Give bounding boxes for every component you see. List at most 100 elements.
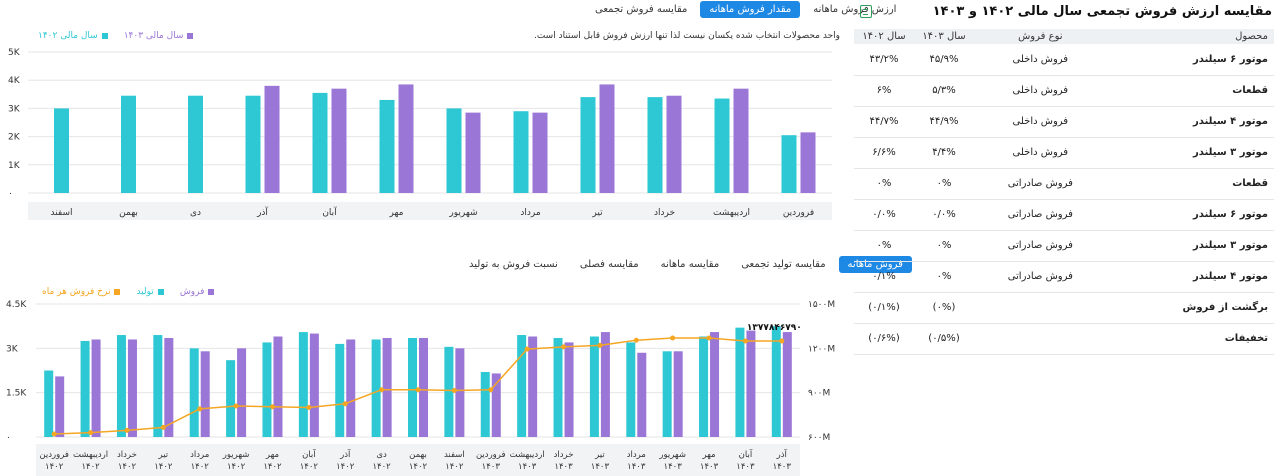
tab-top_tabs-1[interactable]: مقدار فروش ماهانه [700, 1, 801, 18]
x-tick-label-year: ۱۴۰۲ [154, 462, 173, 472]
bar-1402 [121, 95, 136, 193]
cell-product: موتور ۶ سیلندر [1106, 199, 1274, 231]
table-row: موتور ۶ سیلندر فروش صادراتی ۰/۰% ۰/۰% [854, 199, 1274, 231]
x-tick-label-year: ۱۴۰۳ [700, 462, 719, 472]
legend-item[interactable]: فروش [180, 287, 215, 297]
cell-y1403: ۵/۳% [914, 75, 974, 107]
cell-y1402: ۶/۶% [854, 137, 914, 169]
bar-sales [637, 352, 647, 437]
legend-label: تولید [136, 287, 154, 297]
cell-type [974, 292, 1107, 324]
cell-y1402: ۴۴/۷% [854, 106, 914, 138]
tab-bottom_tabs-3[interactable]: مقایسه فصلی [579, 259, 639, 270]
cell-y1403: ۰% [914, 261, 974, 293]
bar-1403 [465, 112, 481, 193]
y-tick-label: 2K [8, 133, 21, 143]
sales-rate-point [779, 338, 785, 344]
bar-1402 [188, 95, 203, 193]
y-tick-label-right: ۹۰۰M [808, 389, 830, 399]
header-1402: سال ۱۴۰۲ [854, 29, 914, 44]
bar-production [116, 335, 126, 437]
x-tick-label: آذر [256, 206, 268, 218]
cell-y1403: ۴۴/۹% [914, 106, 974, 138]
x-tick-label-year: ۱۴۰۳ [554, 462, 573, 472]
legend-swatch [208, 289, 215, 295]
x-tick-label: دی [190, 208, 201, 218]
bar-production [189, 348, 199, 437]
x-tick-label-year: ۱۴۰۲ [227, 462, 246, 472]
cell-product: موتور ۴ سیلندر [1106, 261, 1274, 293]
tab-bottom_tabs-2[interactable]: مقایسه ماهانه [660, 259, 720, 270]
bar-sales [200, 351, 210, 437]
legend-label: نرخ فروش هر ماه [42, 287, 111, 297]
panel-title: مقایسه ارزش فروش تجمعی سال مالی ۱۴۰۲ و ۱… [932, 4, 1272, 19]
bar-sales [491, 373, 501, 437]
cell-y1403: (۰/۵%) [914, 323, 974, 355]
bar-1402 [580, 97, 596, 193]
x-tick-label-month: بهمن [409, 450, 427, 460]
x-tick-label-month: مهر [265, 450, 279, 460]
legend-item[interactable]: تولید [136, 287, 164, 297]
legend-item[interactable]: نرخ فروش هر ماه [42, 287, 121, 297]
bar-sales [237, 348, 247, 437]
bar-production [371, 339, 381, 437]
bar-1402 [312, 92, 328, 193]
bar-sales [419, 337, 428, 437]
bar-sales [346, 339, 356, 437]
sales-rate-point [124, 427, 130, 433]
x-tick-label: بهمن [119, 208, 138, 218]
bar-1402 [647, 97, 663, 193]
x-tick-label-month: اردیبهشت [73, 450, 108, 460]
bar-1402 [379, 99, 395, 193]
cumulative-sales-table: محصول نوع فروش سال ۱۴۰۳ سال ۱۴۰۲ موتور ۶… [854, 29, 1274, 355]
x-tick-label: مهر [389, 208, 404, 218]
bar-production [262, 342, 272, 437]
x-tick-label-year: ۱۴۰۳ [482, 462, 501, 472]
bar-sales [710, 332, 720, 437]
legend-item[interactable]: سال مالی ۱۴۰۲ [38, 31, 108, 41]
bar-production [553, 337, 563, 437]
table-row: برگشت از فروش (۰%) (۰/۱%) [854, 292, 1274, 324]
x-tick-label-month: تیر [158, 450, 169, 460]
bar-sales [564, 342, 574, 437]
bar-1402 [714, 98, 730, 193]
table-row: قطعات فروش داخلی ۵/۳% ۶% [854, 75, 1274, 107]
table-row: موتور ۶ سیلندر فروش داخلی ۴۵/۹% ۴۳/۲% [854, 44, 1274, 76]
tab-top_tabs-0[interactable]: ارزش فروش ماهانه [813, 4, 897, 15]
excel-export-icon[interactable] [860, 5, 872, 18]
y-tick-label: 4K [8, 76, 21, 86]
table-header-row: محصول نوع فروش سال ۱۴۰۳ سال ۱۴۰۲ [854, 29, 1274, 44]
x-tick-label-year: ۱۴۰۳ [627, 462, 646, 472]
cell-product: تخفیفات [1106, 323, 1274, 355]
header-type: نوع فروش [974, 29, 1107, 44]
legend-item[interactable]: سال مالی ۱۴۰۳ [124, 31, 194, 41]
cell-y1402: ۴۳/۲% [854, 44, 914, 76]
x-tick-label-year: ۱۴۰۲ [45, 462, 64, 472]
bar-1403 [599, 84, 615, 193]
x-tick-label-year: ۱۴۰۳ [518, 462, 537, 472]
cell-product: موتور ۴ سیلندر [1106, 106, 1274, 138]
cell-y1402: ۶% [854, 75, 914, 107]
y-tick-label: ۰ [8, 189, 13, 199]
bar-1402 [54, 108, 69, 193]
bar-1402 [513, 111, 529, 193]
x-tick-label-year: ۱۴۰۲ [445, 462, 464, 472]
tab-bottom_tabs-4[interactable]: نسبت فروش به تولید [469, 259, 558, 270]
bar-1403 [264, 85, 280, 193]
y-tick-label-left: ۰ [6, 433, 11, 443]
x-tick-label-month: خرداد [554, 450, 574, 460]
x-tick-label-year: ۱۴۰۲ [118, 462, 137, 472]
x-tick-label-month: شهریور [658, 450, 686, 460]
x-tick-label-month: فروردین [476, 450, 506, 460]
x-tick-label: شهریور [448, 208, 477, 218]
x-tick-label: مرداد [520, 208, 540, 218]
tab-top_tabs-2[interactable]: مقایسه فروش تجمعی [595, 4, 688, 15]
legend-swatch [157, 289, 164, 295]
x-tick-label: اسفند [50, 208, 72, 218]
sales-rate-point [524, 346, 530, 352]
tab-bottom_tabs-1[interactable]: مقایسه تولید تجمعی [741, 259, 826, 270]
cell-product: قطعات [1106, 75, 1274, 107]
bar-1402 [781, 135, 797, 193]
y-tick-label-left: 1.5K [6, 389, 27, 399]
sales-rate-point [488, 387, 494, 393]
